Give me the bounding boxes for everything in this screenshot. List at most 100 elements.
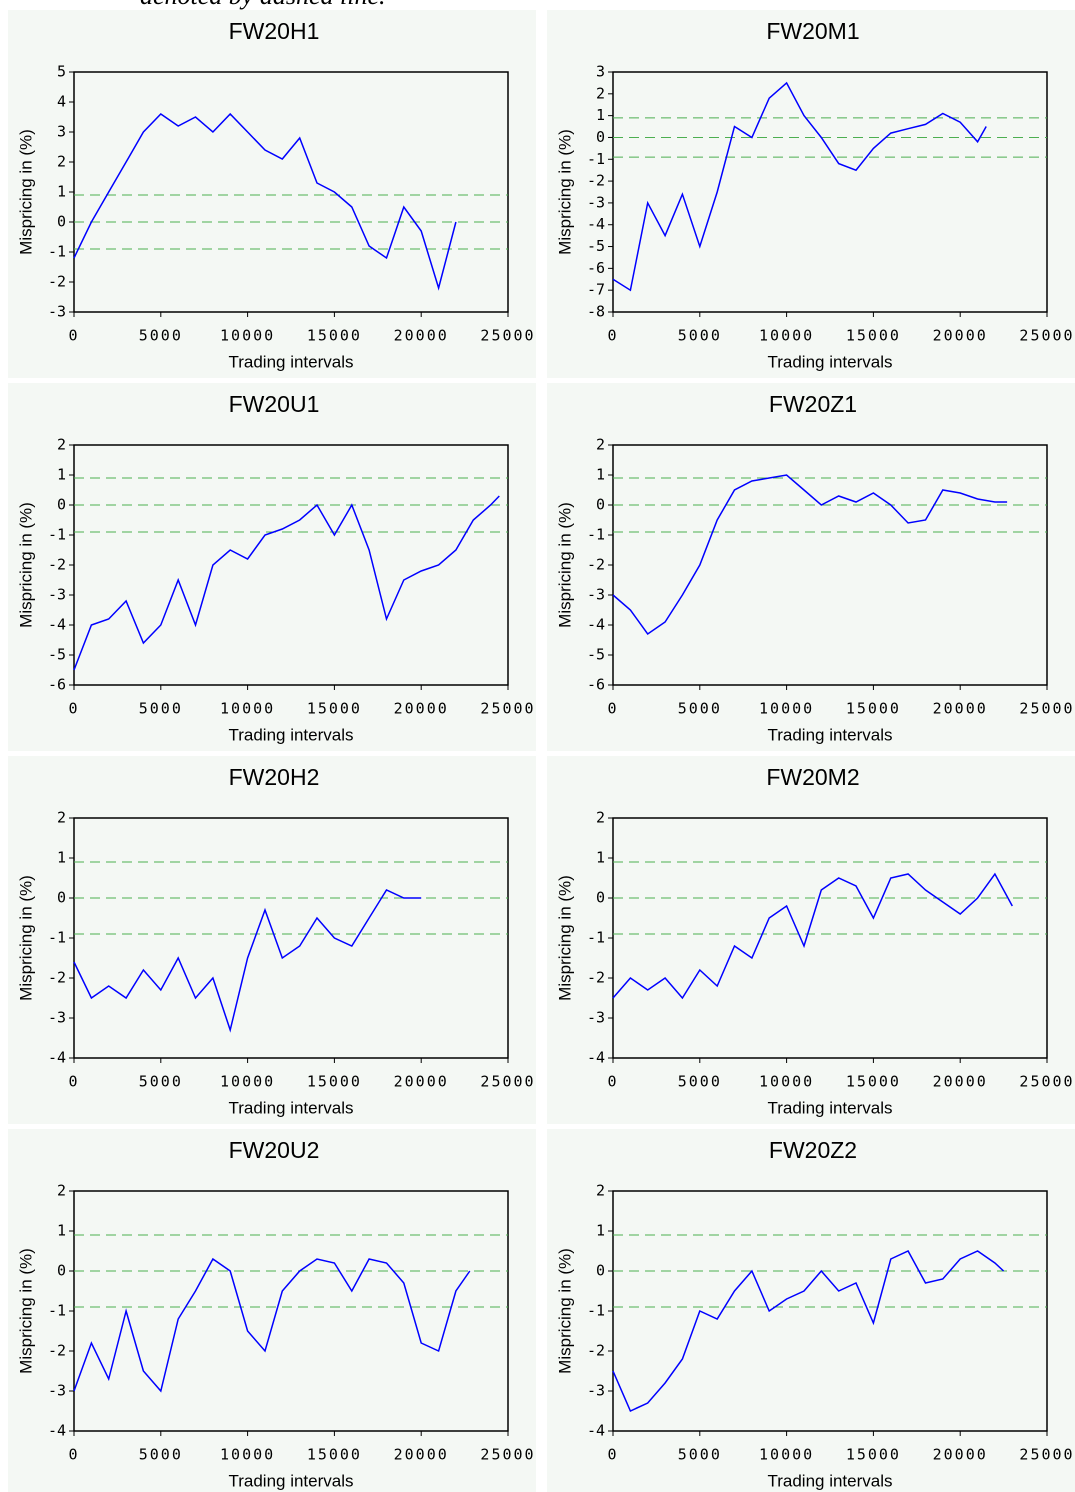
x-tick-label: 0 (607, 327, 618, 345)
x-tick-label: 10000 (220, 327, 275, 345)
data-line (612, 81, 987, 292)
x-axis-label: Trading intervals (767, 1471, 892, 1490)
plot-area (73, 817, 509, 1059)
y-tick-label: -3 (587, 1009, 605, 1027)
x-tick-label: 10000 (220, 700, 275, 718)
y-tick-label: -2 (48, 1342, 66, 1360)
y-axis-label: Mispricing in (%) (555, 502, 574, 628)
y-tick-label: -2 (48, 969, 66, 987)
y-axis-label: Mispricing in (%) (555, 875, 574, 1001)
x-tick-label: 15000 (846, 1446, 901, 1464)
x-tick-label: 20000 (933, 327, 988, 345)
caption-fragment: denoted by dashed line. (140, 0, 386, 10)
y-tick-label: 5 (57, 63, 66, 81)
y-tick-label: -5 (48, 646, 66, 664)
panel: FW20Z2 Trading intervals Mispricing in (%)… (547, 1129, 1075, 1492)
plot-area (612, 71, 1048, 313)
x-axis-label: Trading intervals (228, 352, 353, 371)
chart-title: FW20M2 (766, 764, 859, 790)
x-tick-label: 15000 (846, 327, 901, 345)
y-tick-label: 2 (57, 1182, 66, 1200)
x-tick-label: 5000 (139, 327, 183, 345)
y-axis-label: Mispricing in (%) (16, 129, 35, 255)
y-tick-label: -3 (587, 193, 605, 211)
y-tick-label: 3 (596, 63, 605, 81)
y-axis-label: Mispricing in (%) (16, 1248, 35, 1374)
x-tick-label: 5000 (678, 700, 722, 718)
y-tick-label: -1 (587, 150, 605, 168)
x-axis-label: Trading intervals (767, 352, 892, 371)
plot-area (73, 71, 509, 313)
plot-area (612, 444, 1048, 686)
y-tick-label: 2 (596, 436, 605, 454)
x-tick-label: 0 (607, 1446, 618, 1464)
chart-title: FW20Z2 (769, 1137, 857, 1163)
y-tick-label: 2 (596, 1182, 605, 1200)
x-tick-label: 25000 (480, 1446, 535, 1464)
chart-title: FW20H2 (229, 764, 320, 790)
y-tick-label: -6 (48, 676, 66, 694)
x-axis-label: Trading intervals (767, 1098, 892, 1117)
x-tick-label: 5000 (139, 1446, 183, 1464)
y-tick-label: -4 (587, 616, 605, 634)
y-tick-label: -2 (48, 273, 66, 291)
x-tick-label: 15000 (307, 700, 362, 718)
x-tick-label: 0 (68, 700, 79, 718)
plot-area (612, 817, 1048, 1059)
data-line (612, 872, 1013, 1000)
x-tick-label: 25000 (480, 700, 535, 718)
panel: FW20U2 Trading intervals Mispricing in (%)… (8, 1129, 536, 1492)
x-tick-label: 15000 (307, 1073, 362, 1091)
chart-title: FW20U2 (229, 1137, 320, 1163)
y-tick-label: -2 (587, 1342, 605, 1360)
panel: FW20H1 Trading intervals Mispricing in (%)… (8, 10, 536, 378)
x-axis-label: Trading intervals (228, 1098, 353, 1117)
y-tick-label: -1 (48, 929, 66, 947)
x-tick-label: 0 (68, 1073, 79, 1091)
y-tick-label: -4 (48, 1049, 66, 1067)
x-tick-label: 5000 (678, 1073, 722, 1091)
y-tick-label: 0 (596, 889, 605, 907)
y-axis-label: Mispricing in (%) (16, 875, 35, 1001)
x-tick-label: 10000 (759, 1446, 814, 1464)
y-tick-label: 1 (596, 849, 605, 867)
x-tick-label: 15000 (846, 1073, 901, 1091)
x-tick-label: 10000 (220, 1073, 275, 1091)
x-tick-label: 25000 (1019, 327, 1074, 345)
y-tick-label: -4 (587, 1049, 605, 1067)
y-tick-label: 1 (57, 183, 66, 201)
y-tick-label: -4 (587, 1422, 605, 1440)
x-tick-label: 10000 (220, 1446, 275, 1464)
x-tick-label: 10000 (759, 1073, 814, 1091)
y-tick-label: -2 (48, 556, 66, 574)
x-tick-label: 15000 (307, 327, 362, 345)
y-tick-label: -1 (587, 1302, 605, 1320)
x-tick-label: 20000 (933, 700, 988, 718)
x-axis-label: Trading intervals (228, 1471, 353, 1490)
x-tick-label: 0 (607, 1073, 618, 1091)
chart-title: FW20U1 (229, 391, 320, 417)
data-line (73, 112, 457, 291)
y-tick-label: 1 (57, 466, 66, 484)
x-axis-label: Trading intervals (228, 725, 353, 744)
y-tick-label: -3 (48, 586, 66, 604)
x-axis-label: Trading intervals (767, 725, 892, 744)
panel: FW20H2 Trading intervals Mispricing in (%)… (8, 756, 536, 1124)
y-tick-label: -8 (587, 303, 605, 321)
y-tick-label: 2 (596, 809, 605, 827)
x-tick-label: 5000 (139, 1073, 183, 1091)
x-tick-label: 10000 (759, 700, 814, 718)
x-tick-label: 20000 (394, 700, 449, 718)
y-tick-label: -1 (48, 526, 66, 544)
chart-title: FW20Z1 (769, 391, 857, 417)
y-tick-label: 3 (57, 123, 66, 141)
data-line (612, 474, 1008, 636)
plot-area (612, 1190, 1048, 1432)
x-tick-label: 25000 (1019, 1446, 1074, 1464)
x-tick-label: 20000 (933, 1446, 988, 1464)
y-tick-label: -4 (48, 1422, 66, 1440)
y-tick-label: -6 (587, 676, 605, 694)
x-tick-label: 20000 (394, 327, 449, 345)
y-tick-label: -4 (587, 215, 605, 233)
